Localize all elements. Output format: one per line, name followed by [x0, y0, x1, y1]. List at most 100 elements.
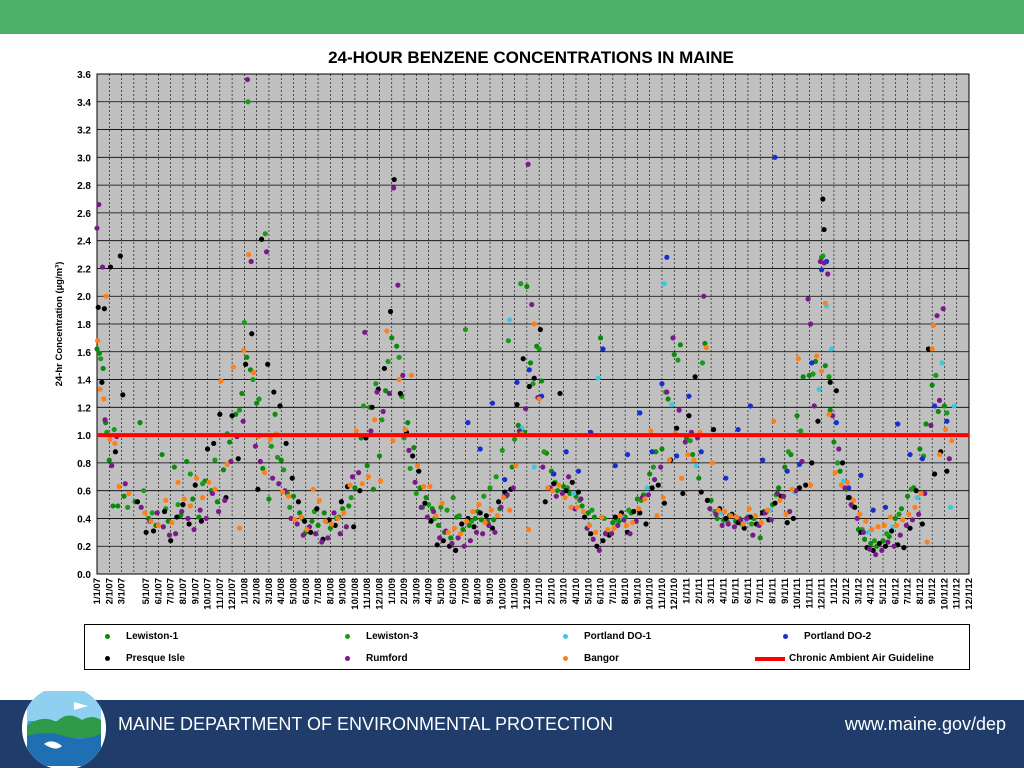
point-bangor — [97, 386, 103, 392]
point-portland-do-2 — [882, 504, 889, 510]
point-presque-isle — [477, 510, 483, 516]
point-bangor — [912, 504, 918, 510]
x-tick-label: 1/1/10 — [534, 578, 545, 604]
point-bangor — [175, 479, 181, 485]
point-presque-isle — [919, 521, 925, 527]
point-portland-do-2 — [686, 393, 692, 399]
legend-label-portland-do-1: Portland DO-1 — [584, 631, 652, 642]
point-presque-isle — [314, 506, 320, 512]
point-lewiston-1 — [278, 457, 284, 463]
point-lewiston-3 — [141, 488, 147, 494]
point-rumford — [928, 422, 934, 428]
point-rumford — [160, 524, 166, 530]
x-tick-label: 5/1/11 — [731, 577, 742, 604]
point-presque-isle — [387, 308, 394, 315]
point-portland-do-1 — [914, 495, 921, 501]
point-presque-isle — [117, 253, 123, 259]
x-tick-label: 6/1/12 — [890, 578, 901, 604]
point-bangor — [623, 522, 629, 528]
point-lewiston-3 — [884, 531, 890, 537]
point-lewiston-1 — [411, 445, 417, 451]
point-bangor — [513, 463, 519, 469]
x-tick-label: 6/1/10 — [596, 578, 607, 604]
point-rumford — [406, 447, 412, 453]
point-rumford — [173, 531, 179, 537]
point-rumford — [891, 543, 897, 549]
point-rumford — [252, 443, 259, 449]
point-lewiston-3 — [896, 511, 902, 517]
point-presque-isle — [741, 525, 747, 531]
point-lewiston-1 — [214, 499, 220, 505]
point-bangor — [918, 490, 924, 497]
point-lewiston-3 — [785, 449, 792, 455]
y-tick-label: 1.0 — [77, 431, 91, 442]
point-presque-isle — [180, 501, 186, 508]
point-portland-do-2 — [551, 471, 557, 477]
point-rumford — [525, 161, 531, 167]
footer-org-name: MAINE DEPARTMENT OF ENVIRONMENTAL PROTEC… — [118, 714, 614, 734]
point-lewiston-1 — [831, 439, 837, 445]
point-rumford — [96, 201, 102, 208]
point-rumford — [854, 515, 860, 522]
y-tick-label: 1.2 — [77, 403, 91, 414]
point-rumford — [319, 539, 325, 545]
point-rumford — [248, 258, 254, 265]
point-lewiston-1 — [297, 510, 303, 516]
point-presque-isle — [301, 518, 308, 524]
point-rumford — [391, 185, 397, 191]
point-rumford — [337, 531, 343, 537]
point-bangor — [648, 428, 654, 434]
point-rumford — [325, 535, 331, 541]
point-presque-isle — [594, 543, 600, 549]
point-rumford — [166, 532, 173, 538]
point-bangor — [929, 346, 935, 352]
point-rumford — [276, 481, 282, 487]
point-bangor — [734, 514, 740, 520]
point-rumford — [578, 496, 584, 502]
point-presque-isle — [889, 528, 895, 534]
point-lewiston-1 — [782, 464, 788, 470]
point-bangor — [893, 522, 900, 528]
point-rumford — [449, 540, 455, 547]
point-lewiston-3 — [200, 481, 206, 487]
point-presque-isle — [526, 383, 532, 390]
point-lewiston-3 — [444, 507, 450, 513]
point-bangor — [112, 440, 118, 447]
x-tick-label: 7/1/12 — [903, 578, 914, 604]
point-presque-isle — [839, 460, 846, 466]
point-lewiston-1 — [466, 522, 472, 528]
point-presque-isle — [790, 515, 796, 522]
x-tick-label: 2/1/12 — [841, 578, 852, 604]
point-lewiston-3 — [462, 326, 469, 333]
point-lewiston-3 — [456, 513, 462, 519]
x-tick-label: 5/1/12 — [878, 578, 889, 604]
point-rumford — [424, 514, 430, 520]
footer-url-link[interactable]: www.maine.gov/dep — [844, 714, 1006, 734]
point-rumford — [179, 508, 185, 515]
point-portland-do-1 — [595, 375, 601, 381]
point-bangor — [433, 513, 439, 519]
point-presque-isle — [913, 488, 919, 494]
point-bangor — [875, 524, 881, 530]
point-presque-isle — [612, 514, 618, 520]
point-lewiston-3 — [274, 454, 281, 460]
point-lewiston-1 — [800, 374, 806, 380]
point-presque-isle — [784, 520, 790, 526]
x-tick-label: 6/1/11 — [743, 577, 754, 604]
point-lewiston-3 — [675, 357, 681, 363]
x-tick-label: 5/1/10 — [583, 578, 594, 604]
point-presque-isle — [680, 490, 686, 497]
y-tick-label: 2.8 — [77, 181, 91, 192]
point-lewiston-1 — [159, 451, 165, 458]
point-lewiston-1 — [110, 503, 116, 509]
point-lewiston-1 — [941, 403, 948, 409]
point-lewiston-1 — [917, 446, 923, 452]
point-lewiston-1 — [389, 335, 395, 341]
legend-item-presque-isle: Presque Isle — [85, 653, 185, 664]
point-portland-do-1 — [531, 464, 537, 470]
point-portland-do-1 — [939, 360, 945, 366]
x-tick-label: 12/1/09 — [522, 578, 533, 610]
legend-marker-bangor — [563, 656, 568, 661]
point-lewiston-3 — [536, 346, 542, 352]
y-tick-label: 2.0 — [77, 292, 91, 303]
